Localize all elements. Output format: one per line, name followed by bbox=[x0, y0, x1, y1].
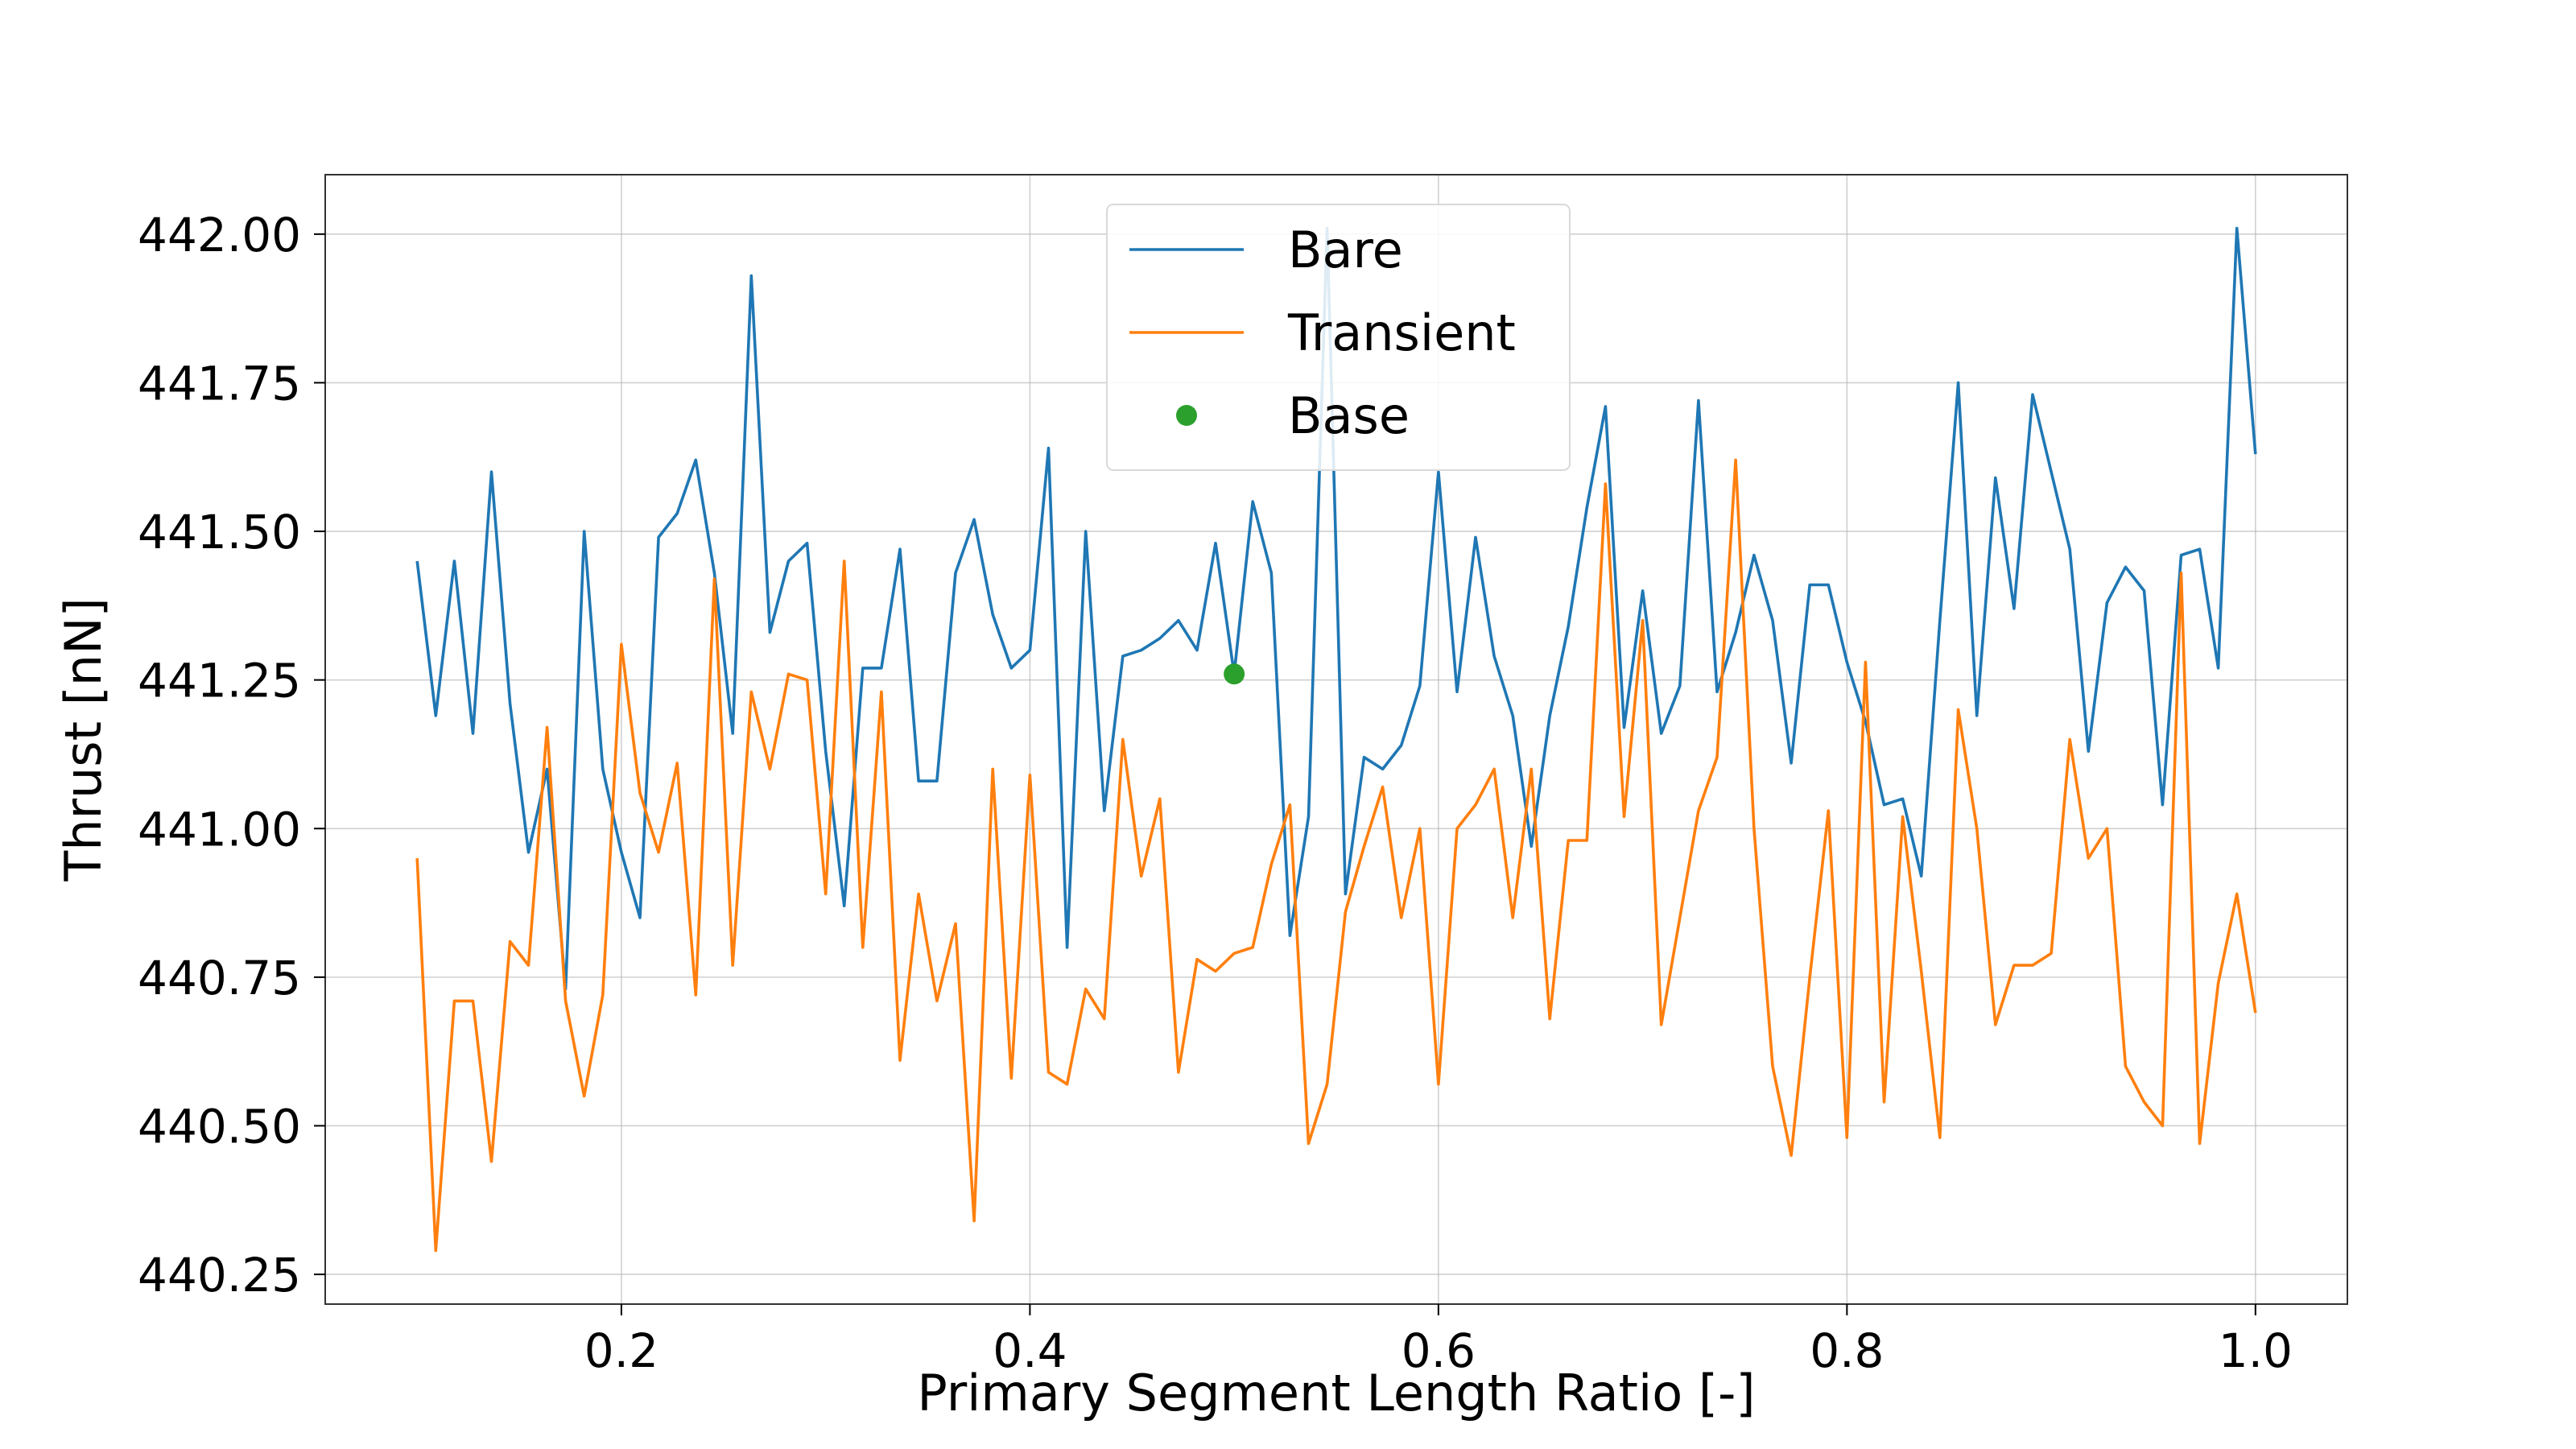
x-tick-label: 0.4 bbox=[993, 1323, 1067, 1378]
series-layer bbox=[415, 226, 2257, 1253]
legend-label-bare: Bare bbox=[1288, 221, 1403, 279]
y-tick-label: 440.25 bbox=[138, 1248, 301, 1302]
y-tick-label: 441.25 bbox=[138, 654, 301, 708]
x-tick-label: 0.6 bbox=[1402, 1323, 1476, 1378]
plot-frame bbox=[324, 174, 2348, 1305]
x-tick-label: 0.8 bbox=[1810, 1323, 1884, 1378]
series-point-base bbox=[1224, 663, 1245, 685]
y-axis-label: Thrust [nN] bbox=[54, 597, 113, 881]
y-tick-label: 441.75 bbox=[138, 356, 301, 411]
legend-box bbox=[1106, 204, 1571, 471]
legend-label-transient: Transient bbox=[1287, 303, 1516, 362]
x-tick-label: 1.0 bbox=[2219, 1323, 2293, 1378]
y-tick-label: 440.50 bbox=[138, 1099, 301, 1154]
legend-swatch-base bbox=[1176, 405, 1197, 426]
series-line-transient bbox=[415, 458, 2257, 1253]
legend-label-base: Base bbox=[1288, 386, 1410, 445]
legend: Bare Transient Base bbox=[1106, 204, 1571, 471]
x-axis-label: Primary Segment Length Ratio [-] bbox=[917, 1364, 1755, 1422]
y-tick-label: 441.50 bbox=[138, 505, 301, 559]
y-tick-label: 440.75 bbox=[138, 951, 301, 1005]
axis-ticks: 0.2 0.4 0.6 0.8 1.0 440.25 440.50 440.75 441.00 4… bbox=[138, 208, 2293, 1378]
y-tick-label: 441.00 bbox=[138, 802, 301, 857]
y-tick-label: 442.00 bbox=[138, 208, 301, 262]
x-tick-label: 0.2 bbox=[584, 1323, 658, 1378]
series-line-bare bbox=[415, 226, 2257, 991]
